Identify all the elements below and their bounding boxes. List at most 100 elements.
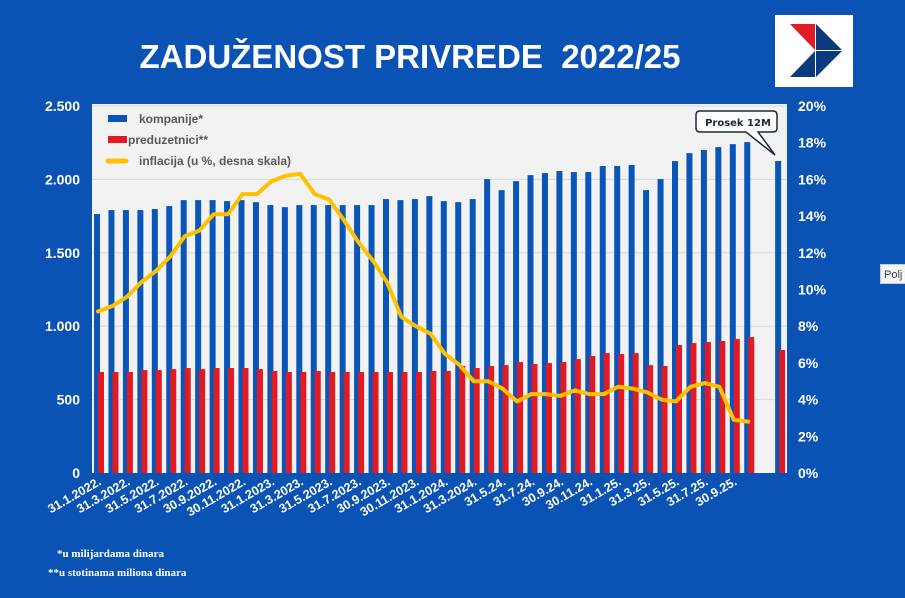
bar-preduzetnici — [560, 362, 567, 473]
bar-kompanije — [267, 205, 274, 473]
bar-kompanije — [657, 179, 664, 474]
left-axis-tick-label: 2.500 — [45, 98, 80, 114]
bar-preduzetnici — [488, 365, 495, 473]
bar-preduzetnici — [430, 370, 437, 473]
bar-preduzetnici — [502, 365, 509, 473]
bar-preduzetnici — [112, 372, 119, 473]
legend-swatch — [108, 136, 127, 143]
logo — [775, 15, 853, 87]
bar-kompanije — [700, 150, 707, 474]
bar-kompanije — [672, 161, 678, 474]
page-title: ZADUŽENOST PRIVREDE 2022/25 — [139, 38, 681, 75]
tooltip: Polj — [880, 264, 905, 284]
bar-kompanije — [195, 200, 202, 473]
bar-kompanije — [744, 142, 751, 473]
bar-kompanije — [252, 202, 259, 474]
bar-kompanije — [541, 173, 548, 474]
bar-preduzetnici — [618, 354, 625, 473]
callout-bubble — [695, 110, 778, 156]
bar-kompanije — [122, 210, 129, 473]
bar-kompanije — [137, 210, 144, 473]
bar-kompanije — [729, 144, 736, 473]
bar-preduzetnici — [126, 372, 133, 473]
bar-preduzetnici — [748, 337, 755, 473]
bar-preduzetnici — [632, 353, 639, 473]
bar-average-kompanije — [775, 161, 782, 474]
footnote-kompanije: *u milijardama dinara — [57, 548, 164, 560]
bar-kompanije — [296, 205, 303, 473]
right-axis-tick-label: 18% — [798, 135, 827, 151]
bar-kompanije — [570, 172, 577, 473]
bar-kompanije — [151, 209, 158, 474]
bar-preduzetnici — [228, 368, 235, 473]
bar-kompanije — [180, 200, 187, 473]
bar-kompanije — [469, 199, 476, 473]
bar-kompanije — [556, 171, 563, 473]
bar-kompanije — [585, 172, 592, 473]
bar-preduzetnici — [704, 342, 711, 473]
bar-preduzetnici — [647, 365, 654, 473]
bar-kompanije — [209, 200, 216, 473]
line-inflacija — [96, 171, 751, 424]
bar-preduzetnici — [401, 372, 408, 473]
bar-preduzetnici — [719, 341, 726, 473]
bar-preduzetnici — [603, 353, 610, 473]
bar-preduzetnici — [271, 370, 278, 473]
bar-kompanije — [513, 181, 520, 473]
footnote-preduzetnici: **u stotinama miliona dinara — [48, 567, 187, 579]
bar-preduzetnici — [358, 372, 365, 473]
legend-label: inflacija (u %, desna skala) — [139, 154, 291, 168]
bar-preduzetnici — [517, 362, 524, 473]
bar-preduzetnici — [661, 365, 668, 473]
bar-kompanije — [310, 205, 317, 473]
bar-preduzetnici — [444, 370, 451, 473]
right-axis-tick-label: 14% — [798, 208, 827, 224]
bar-kompanije — [484, 179, 491, 474]
bar-preduzetnici — [589, 356, 596, 473]
bar-preduzetnici — [256, 369, 263, 473]
bar-kompanije — [628, 165, 635, 473]
bar-preduzetnici — [372, 372, 379, 473]
bar-kompanije — [238, 200, 245, 473]
bar-preduzetnici — [531, 364, 538, 473]
bar-kompanije — [686, 153, 693, 473]
bar-kompanije — [166, 206, 173, 473]
legend-label: preduzetnici** — [128, 133, 208, 147]
bar-preduzetnici — [690, 343, 697, 473]
bar-kompanije — [599, 166, 606, 473]
left-axis-tick-label: 1.500 — [45, 245, 80, 261]
left-axis-tick-label: 2.000 — [45, 171, 80, 187]
right-axis-tick-label: 12% — [798, 245, 827, 261]
bar-kompanije — [281, 207, 288, 473]
bar-average-preduzetnici — [779, 349, 786, 473]
right-axis-tick-label: 0% — [798, 465, 819, 481]
bar-kompanije — [108, 210, 115, 473]
bar-preduzetnici — [98, 372, 104, 473]
legend-swatch — [108, 115, 127, 122]
right-axis-tick-label: 6% — [798, 355, 819, 371]
right-axis-tick-label: 4% — [798, 392, 819, 408]
bar-preduzetnici — [184, 368, 191, 473]
bar-preduzetnici — [242, 368, 249, 473]
bar-kompanije — [339, 205, 346, 473]
bar-preduzetnici — [473, 368, 480, 473]
bar-kompanije — [383, 199, 389, 473]
right-axis-tick-label: 20% — [798, 98, 827, 114]
bar-preduzetnici — [285, 372, 292, 473]
bar-preduzetnici — [574, 359, 581, 473]
bar-kompanije — [614, 166, 621, 473]
bar-preduzetnici — [459, 365, 466, 473]
bar-kompanije — [368, 205, 375, 473]
left-axis-tick-label: 1.000 — [45, 318, 80, 334]
bar-preduzetnici — [733, 338, 740, 473]
right-axis-tick-label: 10% — [798, 282, 827, 298]
bar-preduzetnici — [329, 372, 336, 473]
bar-preduzetnici — [155, 370, 162, 473]
bar-preduzetnici — [415, 372, 422, 473]
bar-preduzetnici — [387, 372, 393, 473]
bar-kompanije — [224, 201, 231, 473]
left-axis-tick-label: 0 — [72, 465, 80, 481]
bar-kompanije — [527, 175, 534, 473]
bar-preduzetnici — [343, 372, 350, 473]
